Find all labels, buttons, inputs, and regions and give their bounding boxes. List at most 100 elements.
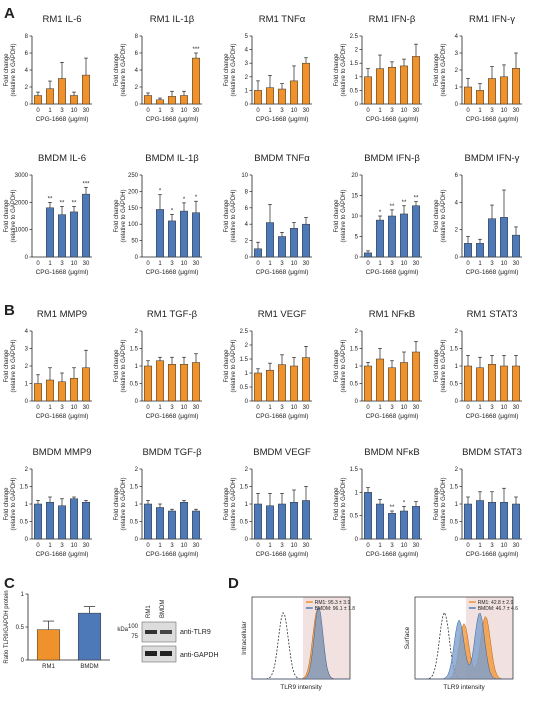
bar (46, 502, 54, 540)
bar (156, 99, 164, 105)
bar (144, 503, 152, 540)
bar (77, 612, 102, 661)
chart-title: RM1 IL-1β (150, 14, 195, 25)
y-tick-label: 1.5 (450, 347, 459, 353)
bar (290, 228, 298, 258)
y-tick-label: 1000 (15, 228, 29, 234)
x-tick-label: 10 (181, 261, 188, 267)
x-axis-label: CPG-1668 (μg/ml) (366, 116, 419, 123)
y-tick-label: 8 (245, 189, 249, 195)
y-axis-label: Fold change(relative to GAPDH) (224, 339, 237, 392)
bar (58, 505, 66, 540)
y-axis-label-line: Fold change (224, 487, 230, 521)
bar (82, 74, 90, 105)
x-tick-label: 3 (60, 405, 64, 411)
x-tick-label: 10 (291, 405, 298, 411)
x-axis-label: CPG-1668 (μg/ml) (366, 551, 419, 558)
chart-title: BMDM IL-1β (145, 153, 199, 164)
chart-b4: RM1 NFκB 0 0.5 1 1.5 2 Fold change(relative to… (334, 309, 422, 420)
bar (512, 234, 520, 258)
x-tick-label: 0 (36, 261, 40, 267)
y-tick-label: 1.5 (240, 357, 249, 363)
bar (412, 56, 420, 105)
chart-title: RM1 IFN-γ (469, 14, 515, 25)
y-tick-label: 2 (25, 364, 29, 370)
chart-b1: RM1 MMP9 0 1 2 3 4 Fold change(relative to GAP… (4, 309, 92, 420)
significance-mark: *** (192, 47, 200, 53)
legend-bmdm: BMDM: 96.1 ± 1.8 (315, 606, 355, 612)
significance-mark: * (183, 197, 186, 203)
bar (168, 364, 176, 402)
y-tick-label: 1 (21, 592, 25, 598)
y-tick-label: 0 (455, 102, 459, 108)
bar (512, 68, 520, 105)
bar (144, 95, 152, 105)
y-tick-label: 2 (455, 467, 459, 473)
y-tick-label: 1 (355, 490, 359, 496)
y-axis-label-line: (relative to GAPDH) (11, 43, 17, 96)
chart-title: BMDM STAT3 (462, 447, 522, 458)
bar (500, 502, 508, 540)
x-tick-label: 1 (48, 543, 52, 549)
x-tick-label: 0 (466, 261, 470, 267)
x-axis-label: CPG-1668 (μg/ml) (146, 269, 199, 276)
panel-letter-b: B (4, 302, 15, 319)
x-tick-label: 30 (193, 405, 200, 411)
bar (364, 365, 372, 402)
band (145, 651, 157, 656)
y-axis-label: Fold change(relative to GAPDH) (224, 189, 237, 242)
chart-b6: BMDM MMP9 0 0.5 1 1.5 2 Fold change(relative t… (4, 447, 92, 558)
y-axis-label-line: Fold change (434, 487, 440, 521)
western-blot: RM1 BMDM kDa 100 75 anti-TLR9 anti-GAPDH (117, 600, 219, 663)
y-axis-label-line: (relative to GAPDH) (441, 43, 447, 96)
legend-rm1: RM1: 42.8 ± 2.9 (478, 600, 514, 606)
x-tick-label: 10 (501, 405, 508, 411)
y-tick-label: 200 (128, 189, 139, 195)
y-axis-label-line: (relative to GAPDH) (121, 477, 127, 530)
bar (156, 360, 164, 402)
x-tick-label: 0 (146, 405, 150, 411)
y-axis-label-line: Fold change (4, 349, 10, 383)
chart-a5: RM1 IFN-γ 0 1 2 3 4 Fold change(relative to GA… (434, 14, 522, 123)
chart-c1: 0 0.5 1 Ratio TLR9/GAPDH protein RM1 BMDM (4, 590, 110, 670)
y-tick-label: 0 (245, 537, 249, 543)
y-tick-label: 3000 (15, 173, 29, 179)
bar (156, 507, 164, 540)
bar (376, 503, 384, 540)
chart-title: RM1 TNFα (259, 14, 306, 25)
y-tick-label: 2 (455, 68, 459, 74)
bar (34, 383, 42, 402)
x-tick-label: 10 (401, 405, 408, 411)
bmdm-curve (252, 606, 350, 680)
y-tick-label: 6 (135, 51, 139, 57)
x-axis-label: CPG-1668 (μg/ml) (466, 116, 519, 123)
y-tick-label: 2.5 (350, 34, 359, 40)
y-tick-label: 10 (351, 214, 358, 220)
x-tick-label: 3 (170, 261, 174, 267)
y-axis-label-line: Fold change (224, 199, 230, 233)
band (145, 630, 157, 634)
y-tick-label: 0.5 (16, 625, 25, 631)
x-tick-label: 30 (193, 108, 200, 114)
y-tick-label: 0 (355, 102, 359, 108)
y-axis-label-line: (relative to GAPDH) (341, 43, 347, 96)
x-tick-label: 0 (36, 405, 40, 411)
x-tick-label: 10 (71, 261, 78, 267)
y-tick-label: 2 (135, 329, 139, 335)
y-axis-label-line: (relative to GAPDH) (341, 339, 347, 392)
y-axis-label-line: Fold change (4, 199, 10, 233)
significance-mark: * (171, 208, 174, 214)
y-tick-label: 0 (135, 399, 139, 405)
y-tick-label: 150 (128, 206, 139, 212)
y-axis-label-line: Fold change (334, 349, 340, 383)
y-tick-label: 20 (351, 173, 358, 179)
bar (46, 88, 54, 105)
y-tick-label: 1 (455, 364, 459, 370)
chart-title: BMDM VEGF (253, 447, 311, 458)
y-axis-label: Fold change(relative to GAPDH) (4, 189, 17, 242)
band (160, 630, 172, 634)
x-tick-label: 1 (48, 405, 52, 411)
